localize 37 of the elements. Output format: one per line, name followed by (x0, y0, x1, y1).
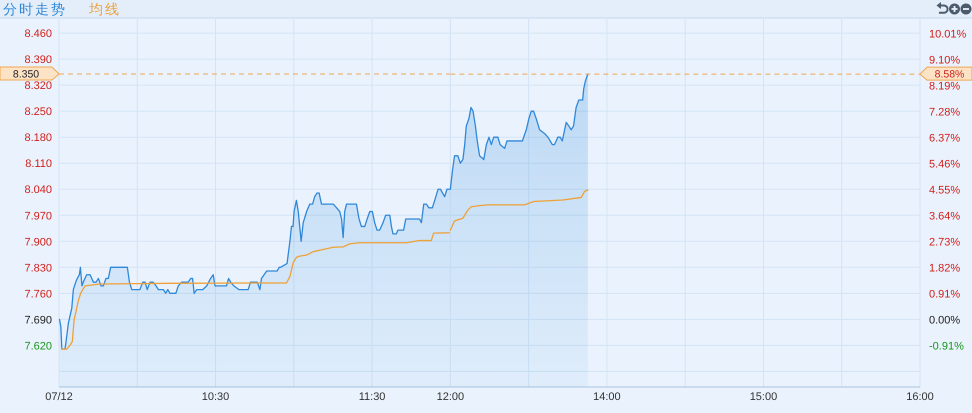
y-tick-label: 7.830 (24, 262, 52, 274)
y-tick-label: 8.040 (24, 184, 52, 196)
text: 4.55% (929, 184, 960, 196)
text: -0.91% (929, 340, 964, 352)
text: 分时走势 (3, 2, 67, 18)
y-tick-label: 8.320 (24, 80, 52, 92)
ref-line-label: 8.350 (12, 68, 40, 81)
y-tick-label: 8.390 (24, 54, 52, 66)
text: 7.28% (929, 106, 960, 118)
text: 10.01% (929, 28, 966, 40)
y-tick-label: 7.970 (24, 210, 52, 222)
text: 0.91% (929, 288, 960, 300)
y-tick-label: 8.180 (24, 132, 52, 144)
y-tick-label: 8.110 (25, 158, 52, 170)
y-tick-label: 7.760 (24, 288, 52, 300)
x-tick-label: 14:00 (593, 391, 621, 403)
text: 2.73% (929, 236, 960, 248)
text: 8.19% (929, 80, 960, 92)
text: 9.10% (929, 54, 960, 66)
text: 0.00% (929, 314, 960, 326)
text: 1.82% (929, 262, 960, 274)
y-tick-label: 7.900 (24, 236, 52, 248)
x-tick-label: 12:00 (436, 391, 464, 403)
text: 均线 (88, 2, 121, 18)
ref-line-label: 8.58% (934, 68, 964, 81)
x-tick-label: 11:30 (358, 391, 386, 403)
x-tick-label: 07/12 (45, 391, 73, 403)
y-tick-label: 7.690 (24, 314, 52, 326)
text: 6.37% (929, 132, 960, 144)
text: 5.46% (929, 158, 960, 170)
x-tick-label: 15:00 (750, 391, 778, 403)
y-tick-label: 8.460 (24, 28, 52, 40)
text: 3.64% (929, 210, 960, 222)
y-tick-label: 7.620 (24, 340, 52, 352)
x-tick-label: 16:00 (906, 391, 934, 403)
y-tick-label: 8.250 (24, 106, 52, 118)
x-tick-label: 10:30 (202, 391, 230, 403)
